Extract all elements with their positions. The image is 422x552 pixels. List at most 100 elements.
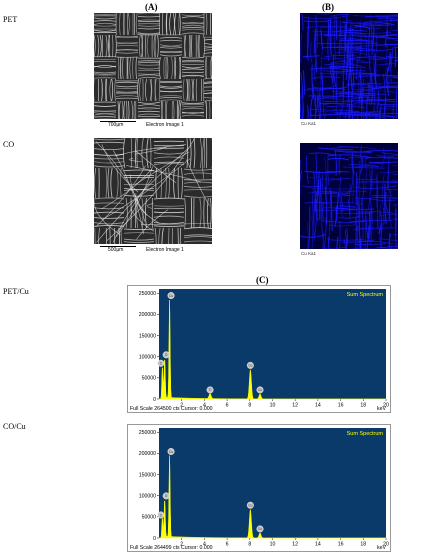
cu-signal [336, 16, 337, 40]
cu-signal [304, 20, 332, 21]
fiber [164, 57, 165, 79]
fiber [106, 168, 107, 198]
fiber [182, 67, 204, 68]
fiber [184, 235, 212, 236]
plot-area [159, 289, 386, 399]
fiber [184, 173, 212, 174]
cu-signal [311, 43, 312, 63]
fiber [138, 111, 160, 112]
fiber [98, 35, 99, 57]
cu-signal [331, 190, 332, 231]
x-tick-label: 6 [226, 542, 229, 548]
x-tick-label: 12 [292, 542, 298, 548]
fiber [94, 114, 116, 115]
fiber [160, 37, 182, 38]
y-tick-label: 0 [153, 397, 156, 403]
fiber [167, 57, 168, 79]
y-tick-label: 50000 [142, 376, 157, 382]
fiber [175, 13, 176, 35]
fiber [174, 168, 175, 198]
cu-signal [324, 113, 326, 119]
fiber [124, 229, 154, 230]
fiber [118, 101, 119, 119]
cu-signal [350, 57, 384, 59]
fiber [116, 53, 138, 54]
fiber [182, 69, 204, 70]
fiber [138, 114, 160, 115]
x-tick-label: 12 [292, 403, 298, 409]
fiber [209, 101, 210, 119]
cu-signal [395, 39, 398, 41]
fiber [174, 57, 175, 79]
scale-label: 500µm [108, 247, 123, 253]
fiber [182, 106, 204, 107]
cu-signal [304, 16, 346, 19]
fiber [110, 79, 111, 101]
fiber [94, 208, 124, 209]
fiber [124, 13, 125, 35]
full-scale-readout: Full Scale 264499 cts Cursor: 0.000 [130, 545, 213, 551]
fiber [116, 82, 138, 83]
fiber [200, 138, 201, 168]
cu-signal [321, 30, 323, 50]
fiber [160, 81, 182, 82]
fiber [154, 162, 184, 163]
y-tick-label: 50000 [142, 515, 157, 521]
fiber [182, 72, 204, 73]
fiber [94, 223, 124, 224]
fiber [126, 101, 127, 119]
fiber [147, 35, 148, 57]
fiber [94, 21, 116, 22]
peak-label: Cu [169, 294, 173, 298]
fiber [160, 98, 182, 99]
cu-signal [302, 14, 303, 30]
cu-signal [336, 237, 338, 249]
fiber [204, 138, 205, 168]
fiber [160, 47, 182, 48]
cu-signal [336, 52, 367, 55]
fiber [116, 43, 138, 44]
y-tick-label: 100000 [139, 354, 156, 360]
fiber [139, 35, 140, 57]
fiber [192, 79, 193, 101]
fiber [210, 198, 211, 228]
fiber [154, 198, 184, 199]
cu-signal [390, 20, 391, 36]
fiber [155, 228, 156, 244]
x-tick-label: 8 [248, 403, 251, 409]
fiber [181, 168, 182, 198]
fiber [160, 96, 182, 97]
fiber [204, 50, 212, 51]
fiber [138, 77, 160, 78]
fiber [135, 138, 136, 168]
fiber [138, 26, 160, 27]
sem-caption-pet: 700µm Electron Image 1 [94, 120, 212, 128]
fiber [117, 168, 118, 198]
fiber [94, 18, 116, 19]
cu-signal [371, 195, 392, 196]
fiber [204, 47, 212, 48]
cu-signal [375, 197, 398, 198]
x-tick-label: 10 [270, 542, 276, 548]
fiber [94, 61, 116, 62]
fiber [126, 198, 127, 228]
fiber [160, 55, 182, 56]
fiber [173, 101, 174, 119]
fiber [136, 57, 137, 79]
fiber [160, 40, 182, 41]
fiber [184, 228, 212, 229]
cu-signal [397, 243, 398, 249]
fiber [156, 168, 157, 198]
fiber [160, 86, 182, 87]
cu-signal [367, 99, 397, 100]
fiber [187, 79, 188, 101]
fiber [94, 149, 124, 150]
fiber [170, 13, 171, 35]
cu-signal [307, 222, 308, 249]
cu-signal [300, 170, 302, 193]
fiber [184, 241, 212, 242]
x-axis-unit: keV [377, 406, 386, 412]
fiber [106, 79, 107, 101]
fiber [94, 218, 124, 219]
